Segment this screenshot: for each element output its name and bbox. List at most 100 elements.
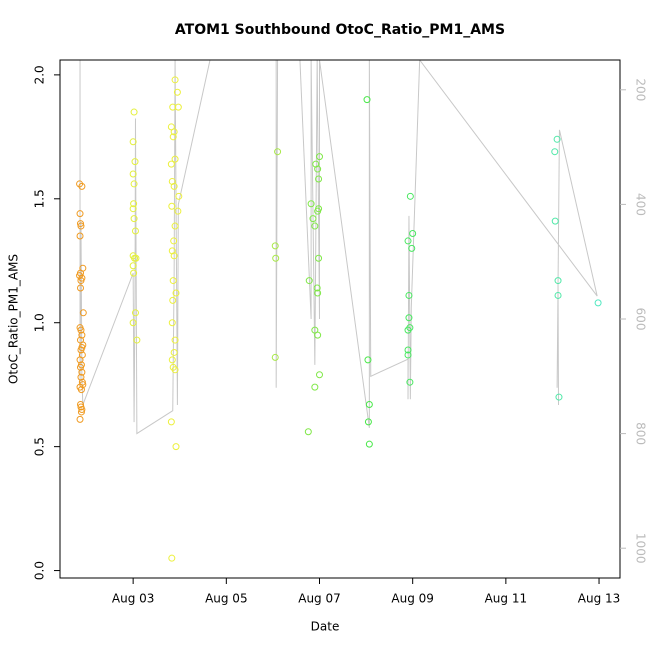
point <box>129 170 137 178</box>
altitude-line <box>79 60 598 435</box>
point <box>314 165 322 173</box>
point <box>130 215 138 223</box>
y-tick-label: 2.0 <box>33 65 47 84</box>
point <box>274 148 282 156</box>
point <box>405 314 413 322</box>
x-tick-label: Aug 11 <box>485 592 528 606</box>
point <box>551 148 559 156</box>
x-tick-label: Aug 13 <box>578 592 621 606</box>
point <box>171 366 179 374</box>
point <box>167 160 175 168</box>
y2-tick-label: 400 <box>634 193 648 216</box>
point <box>172 289 180 297</box>
point <box>77 222 85 230</box>
point <box>175 192 183 200</box>
y-tick-label: 0.0 <box>33 561 47 580</box>
point <box>170 237 178 245</box>
point <box>406 192 414 200</box>
point <box>307 200 315 208</box>
point <box>131 309 139 317</box>
point <box>315 254 323 262</box>
x-tick-label: Aug 07 <box>298 592 341 606</box>
point <box>130 269 138 277</box>
point <box>309 215 317 223</box>
chart-title: ATOM1 Southbound OtoC_Ratio_PM1_AMS <box>175 22 505 38</box>
y2-tick-label: 200 <box>634 78 648 101</box>
point <box>316 371 324 379</box>
point <box>314 289 322 297</box>
point <box>365 401 373 409</box>
point <box>131 158 139 166</box>
point <box>133 336 141 344</box>
y2-tick-label: 1000 <box>634 533 648 564</box>
point <box>169 296 177 304</box>
point <box>406 378 414 386</box>
point <box>271 353 279 361</box>
point <box>405 291 413 299</box>
point <box>314 331 322 339</box>
point <box>76 356 84 364</box>
point <box>170 348 178 356</box>
point <box>404 346 412 354</box>
point <box>172 443 180 451</box>
point <box>311 222 319 230</box>
point <box>314 207 322 215</box>
point <box>554 277 562 285</box>
point <box>404 237 412 245</box>
point <box>170 182 178 190</box>
x-axis-label: Date <box>311 620 340 634</box>
point <box>174 103 182 111</box>
point <box>168 554 176 562</box>
point <box>551 217 559 225</box>
point <box>76 363 84 371</box>
point <box>129 205 137 213</box>
point <box>404 351 412 359</box>
point <box>364 356 372 364</box>
point <box>170 128 178 136</box>
point <box>130 180 138 188</box>
point <box>171 222 179 230</box>
point <box>167 418 175 426</box>
point <box>130 108 138 116</box>
point <box>78 331 86 339</box>
point <box>76 415 84 423</box>
point <box>168 356 176 364</box>
point <box>77 386 85 394</box>
point <box>404 326 412 334</box>
point <box>409 229 417 237</box>
point <box>78 368 86 376</box>
point <box>77 346 85 354</box>
point <box>305 277 313 285</box>
x-tick-label: Aug 05 <box>205 592 248 606</box>
plot-frame <box>59 59 621 579</box>
point <box>77 326 85 334</box>
point <box>173 88 181 96</box>
point <box>171 336 179 344</box>
point <box>76 401 84 409</box>
point <box>316 153 324 161</box>
point <box>171 76 179 84</box>
point <box>129 138 137 146</box>
point <box>363 96 371 104</box>
point <box>408 244 416 252</box>
x-tick-label: Aug 03 <box>112 592 155 606</box>
point <box>130 200 138 208</box>
y-tick-label: 1.0 <box>33 313 47 332</box>
point <box>304 428 312 436</box>
plot-area <box>76 60 602 562</box>
point <box>364 418 372 426</box>
point <box>171 155 179 163</box>
point <box>76 220 84 228</box>
point <box>79 309 87 317</box>
point <box>76 210 84 218</box>
point <box>77 408 85 416</box>
point <box>168 202 176 210</box>
point <box>554 291 562 299</box>
y2-tick-label: 600 <box>634 308 648 331</box>
point <box>132 254 140 262</box>
point <box>76 232 84 240</box>
y-tick-label: 0.5 <box>33 437 47 456</box>
point <box>170 252 178 260</box>
point <box>129 319 137 327</box>
